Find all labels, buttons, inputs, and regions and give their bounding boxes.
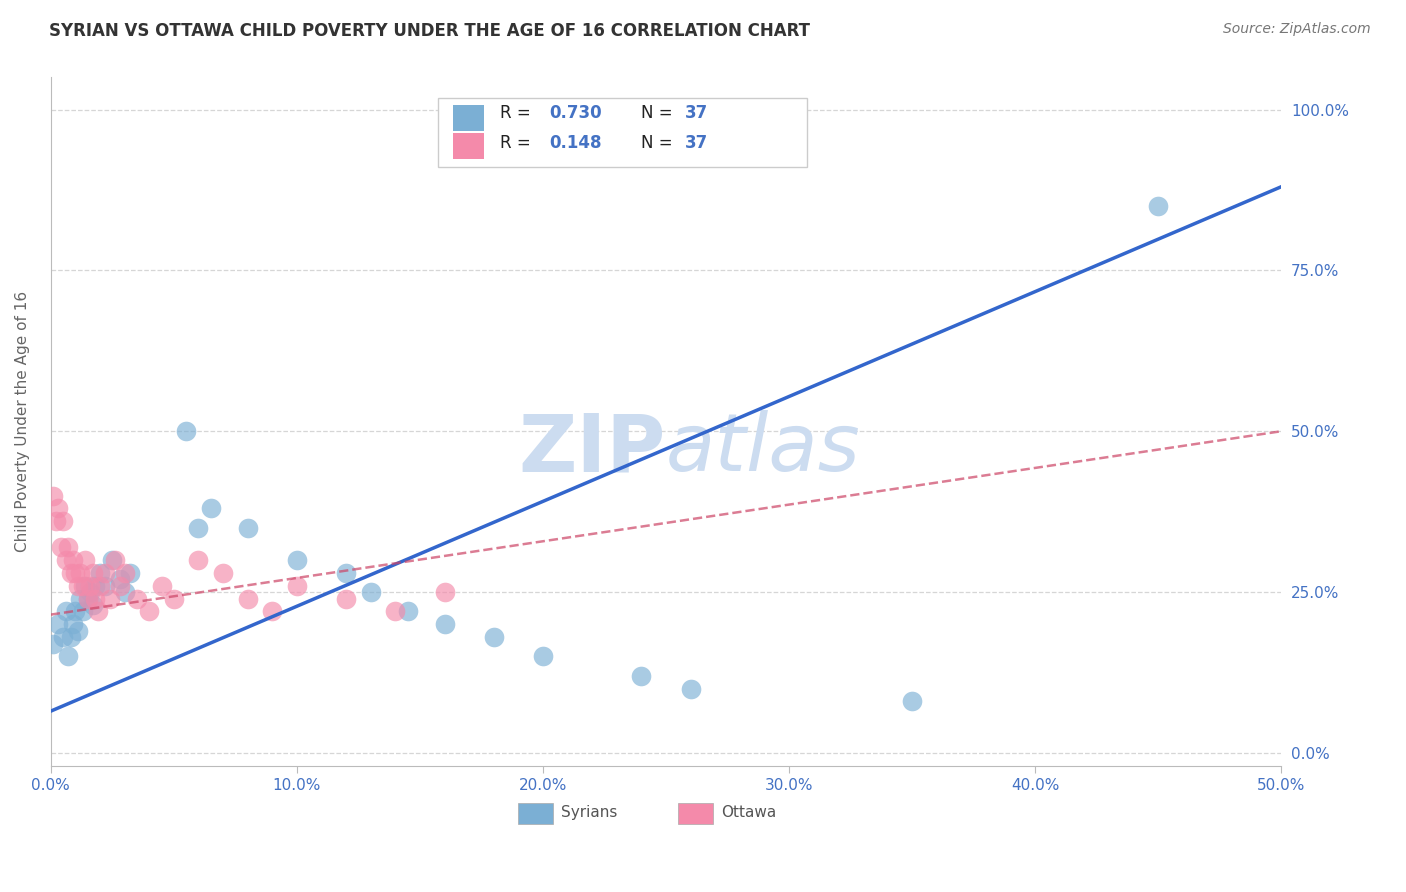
Point <box>187 553 209 567</box>
Point <box>150 579 173 593</box>
Point <box>212 566 235 580</box>
Text: Syrians: Syrians <box>561 805 617 820</box>
Text: R =: R = <box>501 134 536 152</box>
Point <box>433 617 456 632</box>
Text: 37: 37 <box>685 104 707 122</box>
Point <box>89 579 111 593</box>
Point <box>65 566 87 580</box>
Point <box>89 566 111 580</box>
Text: 37: 37 <box>685 134 707 152</box>
Point <box>901 694 924 708</box>
Point <box>108 572 131 586</box>
Point <box>79 579 101 593</box>
Point <box>69 566 91 580</box>
Point <box>66 579 89 593</box>
Point <box>59 630 82 644</box>
Point <box>482 630 505 644</box>
Point <box>236 591 259 606</box>
Text: Source: ZipAtlas.com: Source: ZipAtlas.com <box>1223 22 1371 37</box>
FancyBboxPatch shape <box>453 133 484 159</box>
Text: atlas: atlas <box>666 410 860 488</box>
Point <box>174 424 197 438</box>
Point <box>72 579 94 593</box>
Point <box>76 591 98 606</box>
Point <box>79 585 101 599</box>
Point <box>101 553 124 567</box>
Point <box>98 591 121 606</box>
Point <box>104 553 127 567</box>
Y-axis label: Child Poverty Under the Age of 16: Child Poverty Under the Age of 16 <box>15 291 30 552</box>
Point <box>52 630 75 644</box>
Point <box>65 604 87 618</box>
Point <box>108 579 131 593</box>
Point <box>45 514 67 528</box>
Point <box>396 604 419 618</box>
Point <box>42 489 65 503</box>
Point <box>84 591 107 606</box>
Text: N =: N = <box>641 104 678 122</box>
Point <box>138 604 160 618</box>
Text: N =: N = <box>641 134 678 152</box>
Point <box>285 579 308 593</box>
Point <box>75 553 97 567</box>
Point <box>66 624 89 638</box>
Text: R =: R = <box>501 104 536 122</box>
Point <box>114 566 136 580</box>
Point <box>285 553 308 567</box>
Point <box>76 591 98 606</box>
Point <box>82 566 104 580</box>
Point <box>59 566 82 580</box>
Point <box>55 553 77 567</box>
Point <box>52 514 75 528</box>
Point <box>1147 199 1170 213</box>
FancyBboxPatch shape <box>678 803 713 823</box>
FancyBboxPatch shape <box>519 803 553 823</box>
Point <box>82 598 104 612</box>
Point <box>360 585 382 599</box>
Point <box>118 566 141 580</box>
Point <box>384 604 406 618</box>
Point <box>62 553 84 567</box>
FancyBboxPatch shape <box>453 105 484 131</box>
Point <box>86 604 108 618</box>
Point <box>62 617 84 632</box>
Point <box>114 585 136 599</box>
Point <box>433 585 456 599</box>
Point <box>46 617 69 632</box>
Point <box>94 566 117 580</box>
Point <box>56 540 79 554</box>
Point <box>335 566 357 580</box>
Point <box>163 591 186 606</box>
Point <box>94 579 117 593</box>
Point <box>200 501 222 516</box>
Point <box>46 501 69 516</box>
Text: Ottawa: Ottawa <box>721 805 776 820</box>
Point <box>75 579 97 593</box>
Point <box>531 649 554 664</box>
Point <box>679 681 702 696</box>
Point <box>42 636 65 650</box>
Point <box>69 591 91 606</box>
Point <box>49 540 72 554</box>
Text: 0.148: 0.148 <box>550 134 602 152</box>
Point <box>630 669 652 683</box>
Point <box>125 591 148 606</box>
Point <box>55 604 77 618</box>
Point <box>335 591 357 606</box>
Point <box>56 649 79 664</box>
Point <box>262 604 284 618</box>
Point <box>187 521 209 535</box>
Point <box>84 579 107 593</box>
Text: SYRIAN VS OTTAWA CHILD POVERTY UNDER THE AGE OF 16 CORRELATION CHART: SYRIAN VS OTTAWA CHILD POVERTY UNDER THE… <box>49 22 810 40</box>
Text: 0.730: 0.730 <box>550 104 602 122</box>
Point <box>236 521 259 535</box>
Point <box>72 604 94 618</box>
Text: ZIP: ZIP <box>519 410 666 488</box>
FancyBboxPatch shape <box>439 98 807 167</box>
